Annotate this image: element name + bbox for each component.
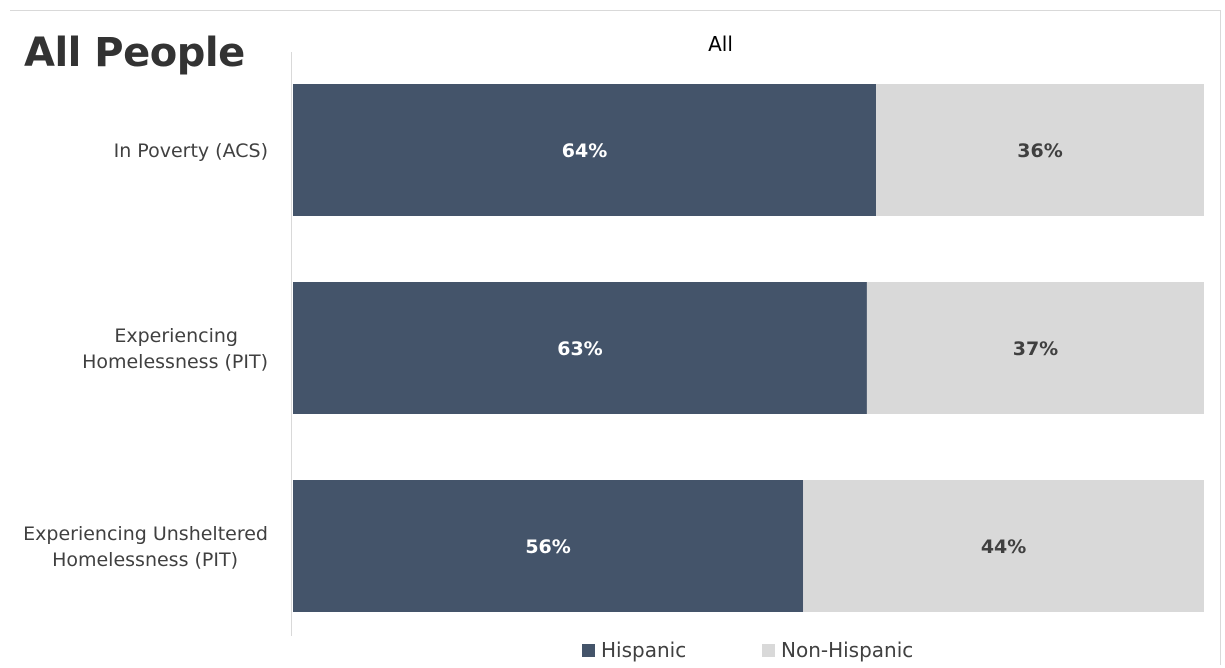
- chart-title: All: [708, 32, 733, 56]
- legend: Hispanic Non-Hispanic: [0, 638, 1225, 666]
- data-label-non-hispanic-2: 44%: [981, 536, 1026, 558]
- category-label-0: In Poverty (ACS): [114, 140, 268, 162]
- category-label-line: Homelessness (PIT): [52, 549, 238, 571]
- bar-non-hispanic-2: [803, 480, 1204, 612]
- bar-hispanic-1: [293, 282, 867, 414]
- category-label-2: Experiencing Unsheltered Homelessness (PI…: [23, 523, 268, 571]
- legend-label-hispanic: Hispanic: [601, 638, 687, 662]
- category-label-line: Homelessness (PIT): [82, 351, 268, 373]
- legend-item-non-hispanic: Non-Hispanic: [762, 638, 913, 662]
- data-label-hispanic-1: 63%: [557, 338, 602, 360]
- bar-non-hispanic-0: [876, 84, 1204, 216]
- legend-swatch-non-hispanic: [762, 643, 775, 657]
- legend-label-non-hispanic: Non-Hispanic: [781, 638, 914, 662]
- legend-swatch-hispanic: [582, 643, 595, 657]
- legend-item-hispanic: Hispanic: [582, 638, 686, 662]
- bar-hispanic-0: [293, 84, 877, 216]
- category-label-1: Experiencing Homelessness (PIT): [82, 325, 268, 373]
- chart-frame: [10, 10, 1221, 665]
- category-label-line: Experiencing Unsheltered: [23, 523, 268, 545]
- page-title: All People: [24, 30, 245, 76]
- bar-hispanic-2: [293, 480, 804, 612]
- chart: All 64% 36% In Poverty (ACS) 63% 37% Experienc…: [23, 32, 1204, 636]
- data-label-hispanic-0: 64%: [562, 140, 607, 162]
- data-label-hispanic-2: 56%: [525, 536, 570, 558]
- data-label-non-hispanic-0: 36%: [1017, 140, 1062, 162]
- category-label-line: Experiencing: [114, 325, 238, 347]
- category-label-line: In Poverty (ACS): [114, 140, 268, 162]
- data-label-non-hispanic-1: 37%: [1013, 338, 1058, 360]
- bar-non-hispanic-1: [866, 282, 1204, 414]
